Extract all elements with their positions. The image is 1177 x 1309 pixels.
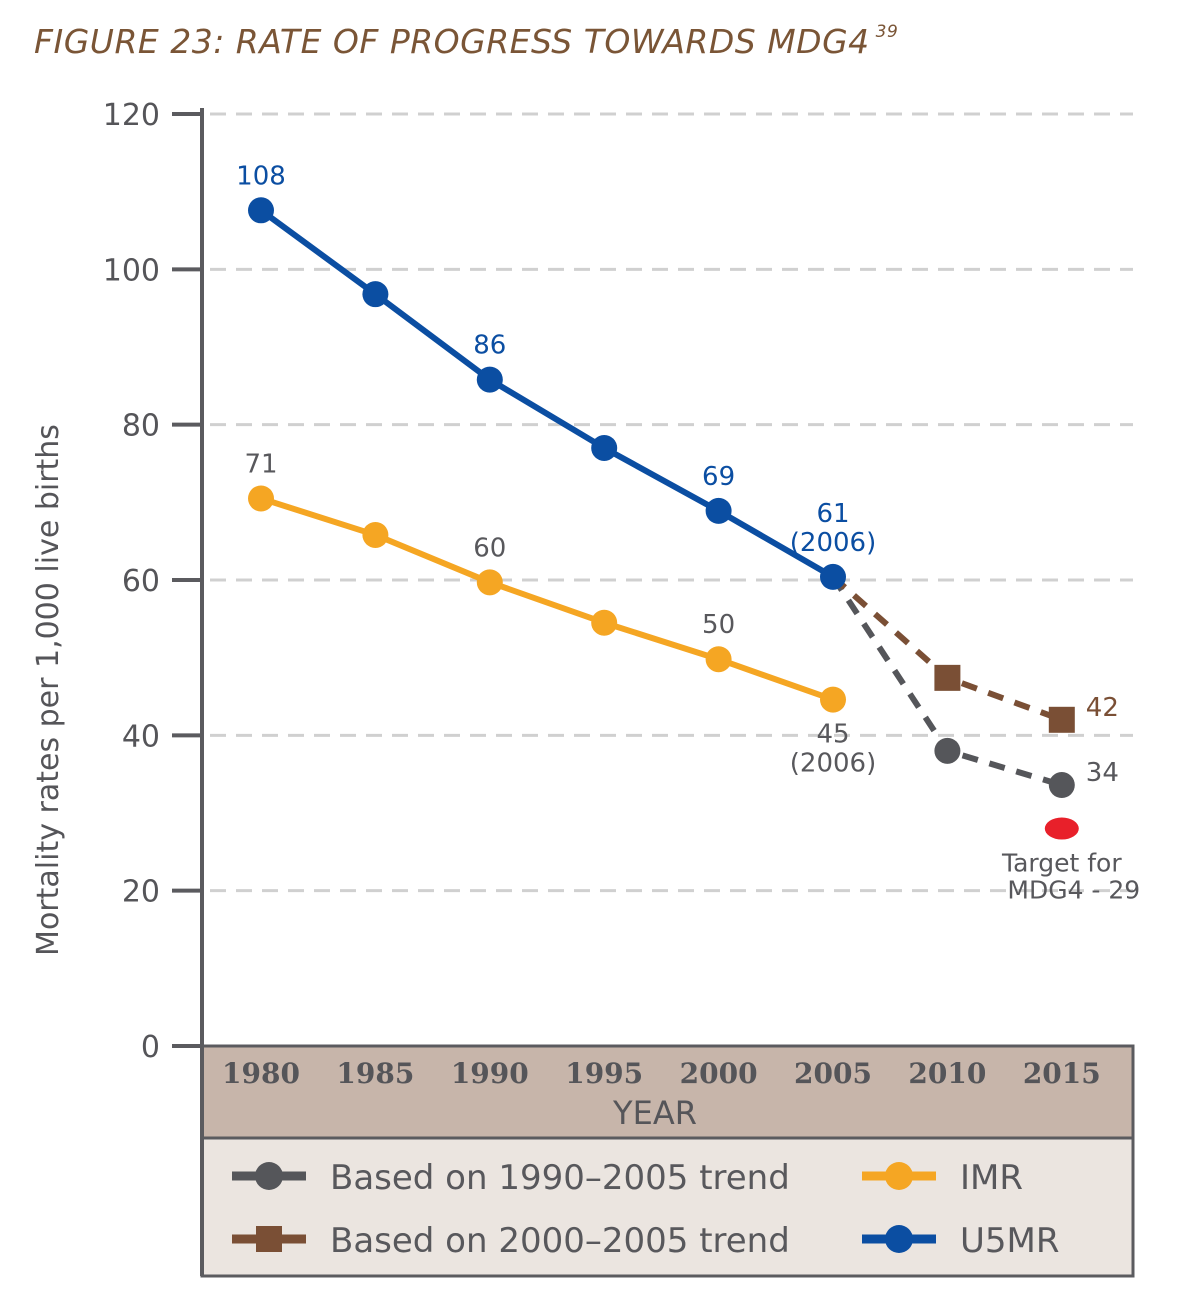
x-axis-band: [200, 1044, 1135, 1278]
data-label: 50: [702, 610, 735, 640]
legend: Based on 1990–2005 trend IMR Based on 2000…: [232, 1158, 1059, 1261]
data-label: 34: [1086, 758, 1119, 788]
data-label: (2006): [790, 749, 876, 779]
legend-label: Based on 2000–2005 trend: [330, 1221, 790, 1261]
data-label: 71: [244, 449, 277, 479]
y-tick-label: 60: [122, 564, 160, 599]
chart-title: FIGURE 23: RATE OF PROGRESS TOWARDS MDG4…: [34, 22, 898, 61]
y-tick-label: 0: [141, 1030, 160, 1065]
x-tick-label: 2005: [794, 1057, 872, 1090]
marker-trend_2000_2005: [1048, 706, 1075, 733]
y-tick-labels: 0 20 40 60 80 100 120: [103, 98, 160, 1065]
x-axis-label: YEAR: [612, 1094, 697, 1132]
legend-item-u5mr: U5MR: [862, 1221, 1059, 1261]
legend-label: U5MR: [960, 1221, 1059, 1261]
y-tick-label: 100: [103, 253, 160, 288]
legend-item-trend_1990_2005: Based on 1990–2005 trend: [232, 1158, 790, 1198]
x-tick-label: 2015: [1023, 1057, 1101, 1090]
marker-imr: [248, 485, 274, 512]
y-axis-label: Mortality rates per 1,000 live births: [31, 424, 66, 956]
legend-item-trend_2000_2005: Based on 2000–2005 trend: [232, 1221, 790, 1261]
legend-label: Based on 1990–2005 trend: [330, 1158, 790, 1198]
chart-title-text: FIGURE 23: RATE OF PROGRESS TOWARDS MDG4: [34, 22, 870, 61]
marker-imr: [820, 686, 846, 713]
marker-u5mr: [591, 434, 618, 461]
marker-trend_1990_2005: [1048, 772, 1075, 799]
marker-imr: [591, 609, 618, 636]
legend-swatch-circle: [885, 1162, 913, 1190]
data-label: 45: [816, 720, 849, 750]
x-tick-label: 2000: [680, 1057, 758, 1090]
target-marker: [1044, 817, 1079, 840]
marker-u5mr: [248, 197, 274, 224]
legend-swatch-circle: [885, 1225, 913, 1253]
x-axis-band-bg: [202, 1046, 1133, 1138]
legend-swatch-square: [256, 1226, 282, 1252]
data-label: 108: [236, 161, 286, 191]
y-tick-label: 120: [103, 98, 160, 133]
marker-imr: [362, 521, 389, 548]
data-label: 69: [702, 462, 735, 492]
data-label: 86: [473, 331, 506, 361]
marker-u5mr: [705, 497, 732, 524]
target-label-line2: MDG4 - 29: [1007, 876, 1140, 905]
target-label-line1: Target for: [1001, 849, 1122, 878]
series-line-u5mr: [259, 207, 835, 580]
legend-item-imr: IMR: [862, 1158, 1023, 1198]
x-tick-label: 1995: [565, 1057, 643, 1090]
marker-u5mr: [476, 366, 503, 393]
data-label: (2006): [790, 528, 876, 558]
marker-trend_2000_2005: [934, 664, 961, 691]
y-tick-label: 20: [122, 875, 160, 910]
y-tick-label: 40: [122, 719, 160, 754]
title-footnote-ref: 39: [875, 22, 899, 42]
x-tick-labels: 1980 1985 1990 1995 2000 2005 2010 2015: [222, 1057, 1101, 1090]
series-line-imr: [260, 495, 834, 703]
marker-imr: [476, 569, 503, 596]
legend-swatch-circle: [255, 1162, 283, 1190]
x-tick-label: 2010: [908, 1057, 986, 1090]
data-label: 61: [816, 499, 849, 529]
series-markers: [248, 197, 1075, 799]
grid-lines: [210, 112, 1133, 893]
x-tick-label: 1990: [451, 1057, 529, 1090]
y-tick-label: 80: [122, 409, 160, 444]
legend-bg: [202, 1138, 1133, 1276]
marker-trend_1990_2005: [934, 737, 961, 764]
data-label: 42: [1086, 693, 1119, 723]
legend-label: IMR: [960, 1158, 1023, 1198]
marker-u5mr: [820, 563, 846, 590]
axes: [172, 108, 204, 1276]
series-line-trend_2000_2005: [831, 574, 1063, 723]
marker-imr: [705, 646, 732, 673]
marker-u5mr: [362, 281, 389, 308]
x-tick-label: 1985: [336, 1057, 414, 1090]
data-label: 60: [473, 533, 506, 563]
x-tick-label: 1980: [222, 1057, 300, 1090]
